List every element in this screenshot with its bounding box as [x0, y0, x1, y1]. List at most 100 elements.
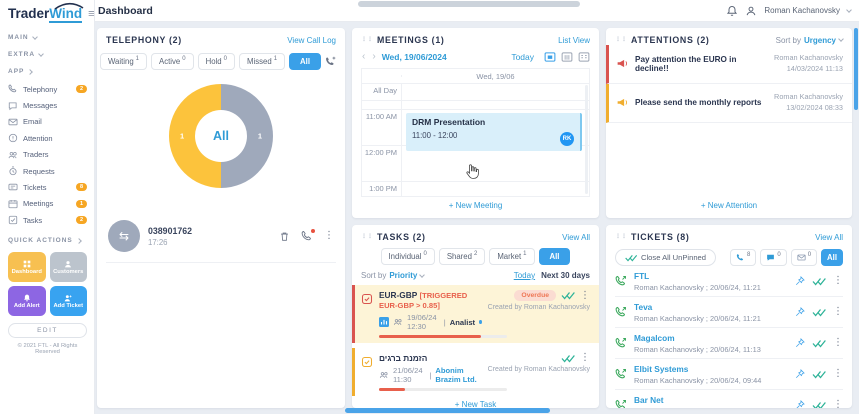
task-owner[interactable]: Abonim Brazim Ltd.: [435, 366, 477, 384]
tasks-today-link[interactable]: Today: [513, 271, 536, 280]
drag-handle-icon[interactable]: ⋮⋮: [361, 37, 373, 43]
pin-icon[interactable]: [795, 400, 805, 408]
task-row[interactable]: הזמנת ברגים 21/06/24 11:30 | Abonim Braz…: [352, 348, 599, 396]
quick-actions-header[interactable]: QUICK ACTIONS: [8, 237, 87, 244]
ticket-row[interactable]: Elbit Systems Roman Kachanovsky ; 20/06/2…: [615, 359, 843, 390]
horizontal-scrollbar-bottom[interactable]: [345, 408, 550, 413]
task-row[interactable]: EUR-GBP [TRIGGERED EUR-GBP > 0.85] 19/06…: [352, 285, 599, 343]
brand-logo[interactable]: TraderWind ≡: [8, 2, 95, 23]
sidebar-item-tasks[interactable]: Tasks 2: [8, 212, 87, 228]
callback-icon[interactable]: [301, 229, 315, 242]
ticket-row[interactable]: Teva Roman Kachanovsky ; 20/06/24, 11:21 …: [615, 297, 843, 328]
calendar-date[interactable]: Wed, 19/06/2024: [381, 52, 447, 62]
sidebar-item-email[interactable]: Email: [8, 114, 87, 130]
double-check-icon[interactable]: [812, 277, 826, 286]
quick-action-customers[interactable]: Customers: [49, 252, 87, 283]
horizontal-scrollbar-top[interactable]: [358, 1, 580, 7]
tasks-next30-link[interactable]: Next 30 days: [541, 271, 590, 280]
calendar-hour-row[interactable]: 12:00 PM: [362, 146, 589, 182]
edit-button[interactable]: EDIT: [8, 323, 87, 339]
today-button[interactable]: Today: [511, 52, 534, 62]
double-check-icon[interactable]: [812, 370, 826, 379]
tasks-view-all-link[interactable]: View All: [562, 232, 590, 242]
trash-icon[interactable]: [279, 231, 290, 242]
drag-handle-icon[interactable]: ⋮⋮: [615, 234, 627, 240]
task-checkbox-icon[interactable]: [361, 293, 373, 305]
user-name[interactable]: Roman Kachanovsky: [764, 6, 840, 15]
call-log-row[interactable]: ⇆ 038901762 17:26 ⋮: [106, 214, 336, 263]
filter-all[interactable]: All: [538, 248, 571, 265]
task-checkbox-icon[interactable]: [361, 356, 373, 368]
new-attention-link[interactable]: + New Attention: [700, 201, 758, 210]
double-check-icon[interactable]: [812, 401, 826, 408]
quick-action-add-ticket[interactable]: Add Ticket: [49, 286, 87, 317]
vertical-scrollbar-right[interactable]: [854, 28, 858, 110]
prev-day-icon[interactable]: ‹: [362, 51, 366, 62]
filter-active[interactable]: Active 0: [151, 53, 194, 70]
day-view-icon[interactable]: [544, 51, 556, 63]
ticket-row[interactable]: Magalcom Roman Kachanovsky ; 20/06/24, 11…: [615, 328, 843, 359]
tickets-view-all-link[interactable]: View All: [815, 232, 843, 242]
double-check-icon[interactable]: [812, 308, 826, 317]
list-view-link[interactable]: List View: [558, 35, 590, 45]
user-icon[interactable]: [745, 5, 757, 17]
calendar-hour-row[interactable]: 1:00 PM: [362, 182, 589, 196]
drag-handle-icon[interactable]: ⋮⋮: [615, 37, 627, 43]
ticket-row[interactable]: FTL Roman Kachanovsky ; 20/06/24, 11:21 ⋮: [615, 266, 843, 297]
more-icon[interactable]: ⋮: [833, 399, 843, 409]
filter-shared[interactable]: Shared 2: [438, 248, 486, 265]
filter-hold[interactable]: Hold 0: [197, 53, 235, 70]
filter-waiting[interactable]: Waiting 1: [99, 53, 148, 70]
more-icon[interactable]: ⋮: [833, 368, 843, 379]
new-task-link[interactable]: + New Task: [454, 400, 497, 408]
nav-section-app[interactable]: APP: [8, 68, 87, 75]
filter-missed[interactable]: Missed 1: [238, 53, 286, 70]
chevron-down-icon[interactable]: [419, 271, 426, 278]
new-meeting-link[interactable]: + New Meeting: [448, 201, 503, 210]
more-icon[interactable]: ⋮: [580, 352, 590, 363]
pin-icon[interactable]: [795, 338, 805, 348]
chevron-down-icon[interactable]: [846, 6, 852, 13]
filter-all[interactable]: All: [289, 53, 321, 70]
more-icon[interactable]: ⋮: [833, 275, 843, 286]
sidebar-item-telephony[interactable]: Telephony 2: [8, 81, 87, 97]
sidebar-item-messages[interactable]: Messages: [8, 97, 87, 113]
sort-by-value[interactable]: Urgency: [803, 35, 836, 45]
phone-add-icon[interactable]: [325, 56, 336, 67]
filter-all[interactable]: All: [821, 249, 843, 266]
more-icon[interactable]: ⋮: [580, 289, 590, 301]
chevron-down-icon[interactable]: [838, 36, 844, 42]
sidebar-item-meetings[interactable]: Meetings 1: [8, 196, 87, 212]
pin-icon[interactable]: [795, 369, 805, 379]
filter-individual[interactable]: Individual 0: [380, 248, 435, 265]
filter-chat[interactable]: 0: [760, 249, 787, 266]
nav-section-extra[interactable]: EXTRA: [8, 50, 87, 58]
complete-check-icon[interactable]: [561, 291, 575, 300]
complete-check-icon[interactable]: [561, 354, 575, 363]
nav-section-main[interactable]: MAIN: [8, 33, 87, 41]
bell-icon[interactable]: [726, 5, 738, 17]
week-view-icon[interactable]: [561, 51, 573, 63]
hamburger-icon[interactable]: ≡: [88, 7, 95, 20]
month-view-icon[interactable]: [578, 51, 590, 63]
filter-phone[interactable]: 8: [730, 249, 757, 266]
more-icon[interactable]: ⋮: [833, 306, 843, 317]
view-call-log-link[interactable]: View Call Log: [287, 35, 336, 45]
sidebar-item-traders[interactable]: Traders: [8, 147, 87, 163]
drag-handle-icon[interactable]: ⋮⋮: [361, 234, 373, 240]
filter-market[interactable]: Market 1: [489, 248, 535, 265]
next-day-icon[interactable]: ›: [372, 51, 376, 62]
pin-icon[interactable]: [795, 307, 805, 317]
filter-mail[interactable]: 0: [790, 249, 818, 266]
sidebar-item-attention[interactable]: Attention: [8, 130, 87, 146]
telephony-donut[interactable]: 1 1 All: [169, 84, 273, 188]
meeting-event[interactable]: DRM Presentation 11:00 - 12:00 RK: [406, 113, 582, 151]
sort-by-value[interactable]: Priority: [389, 271, 418, 280]
pin-icon[interactable]: [795, 276, 805, 286]
more-icon[interactable]: ⋮: [833, 337, 843, 348]
attention-item[interactable]: Pay attention the EURO in decline!! Roma…: [606, 45, 852, 84]
attention-item[interactable]: Please send the monthly reports Roman Ka…: [606, 83, 852, 123]
quick-action-add-alert[interactable]: Add Alert: [8, 286, 46, 317]
sidebar-item-requests[interactable]: Requests: [8, 163, 87, 179]
calendar-scrollbar[interactable]: [585, 85, 588, 194]
